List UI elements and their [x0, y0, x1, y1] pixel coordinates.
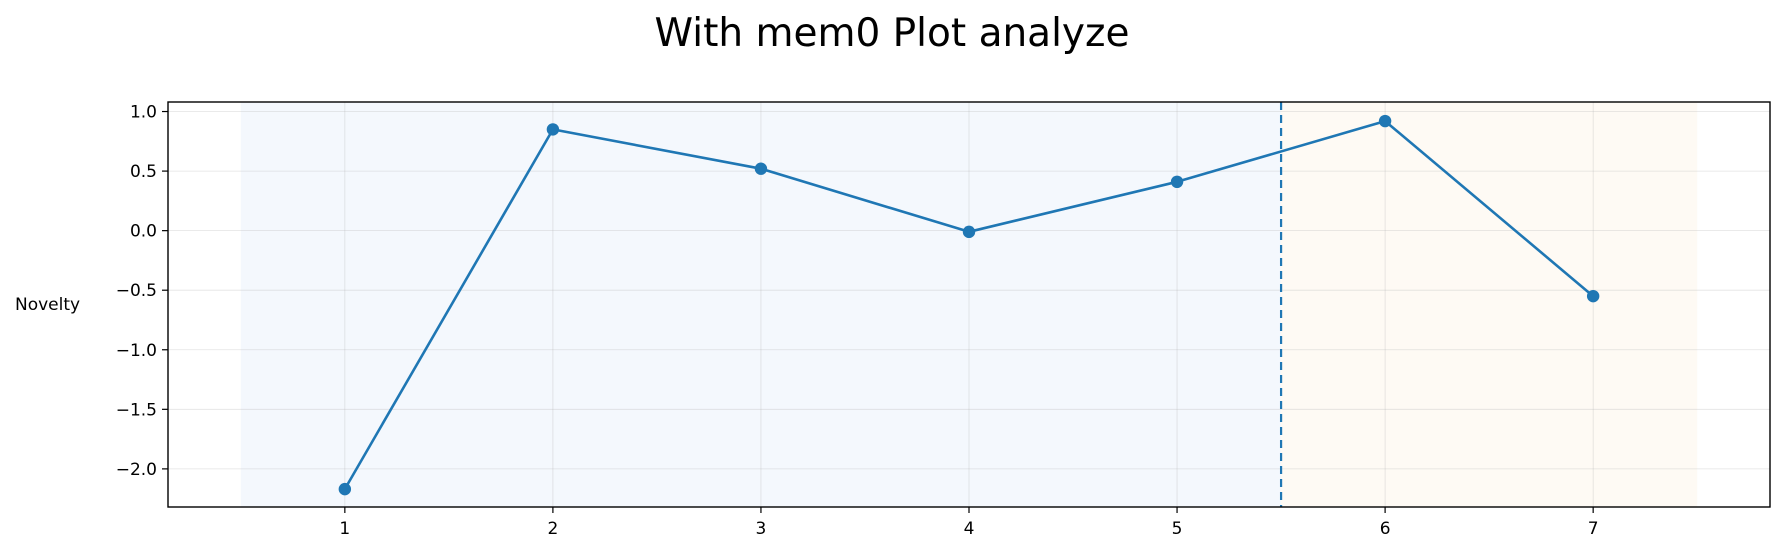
y-tick-label-3: 0.0 — [130, 222, 157, 242]
data-point-6 — [1378, 114, 1392, 128]
x-tick-label-5: 5 — [1172, 519, 1183, 539]
y-tick-label-7: −2.0 — [116, 460, 157, 480]
y-axis-label: Novelty — [15, 295, 80, 315]
y-tick-label-6: −1.5 — [116, 400, 157, 420]
x-tick-label-6: 6 — [1380, 519, 1391, 539]
y-tick-label-5: −1.0 — [116, 341, 157, 361]
x-tick-label-3: 3 — [756, 519, 767, 539]
data-point-3 — [754, 162, 768, 175]
plot-area: 1 2 3 4 5 6 7 1.0 0.5 0.0 −0.5 −1.0 −1.5 −2.0 — [116, 101, 1771, 539]
plot-background — [168, 102, 1770, 507]
data-point-1 — [338, 482, 352, 496]
x-tick-label-2: 2 — [547, 519, 558, 539]
y-tick-label-1: 1.0 — [130, 103, 157, 123]
data-point-7 — [1586, 289, 1600, 303]
chart-title: With mem0 Plot analyze — [655, 11, 1130, 56]
x-tick-label-1: 1 — [339, 519, 350, 539]
y-tick-label-4: −0.5 — [116, 281, 157, 301]
y-tick-label-2: 0.5 — [130, 162, 157, 182]
x-tick-label-7: 7 — [1588, 519, 1599, 539]
data-point-2 — [546, 123, 560, 136]
x-tick-label-4: 4 — [964, 519, 975, 539]
shaded-region-2 — [1281, 102, 1698, 507]
data-point-4 — [962, 225, 976, 239]
data-point-5 — [1170, 175, 1184, 189]
